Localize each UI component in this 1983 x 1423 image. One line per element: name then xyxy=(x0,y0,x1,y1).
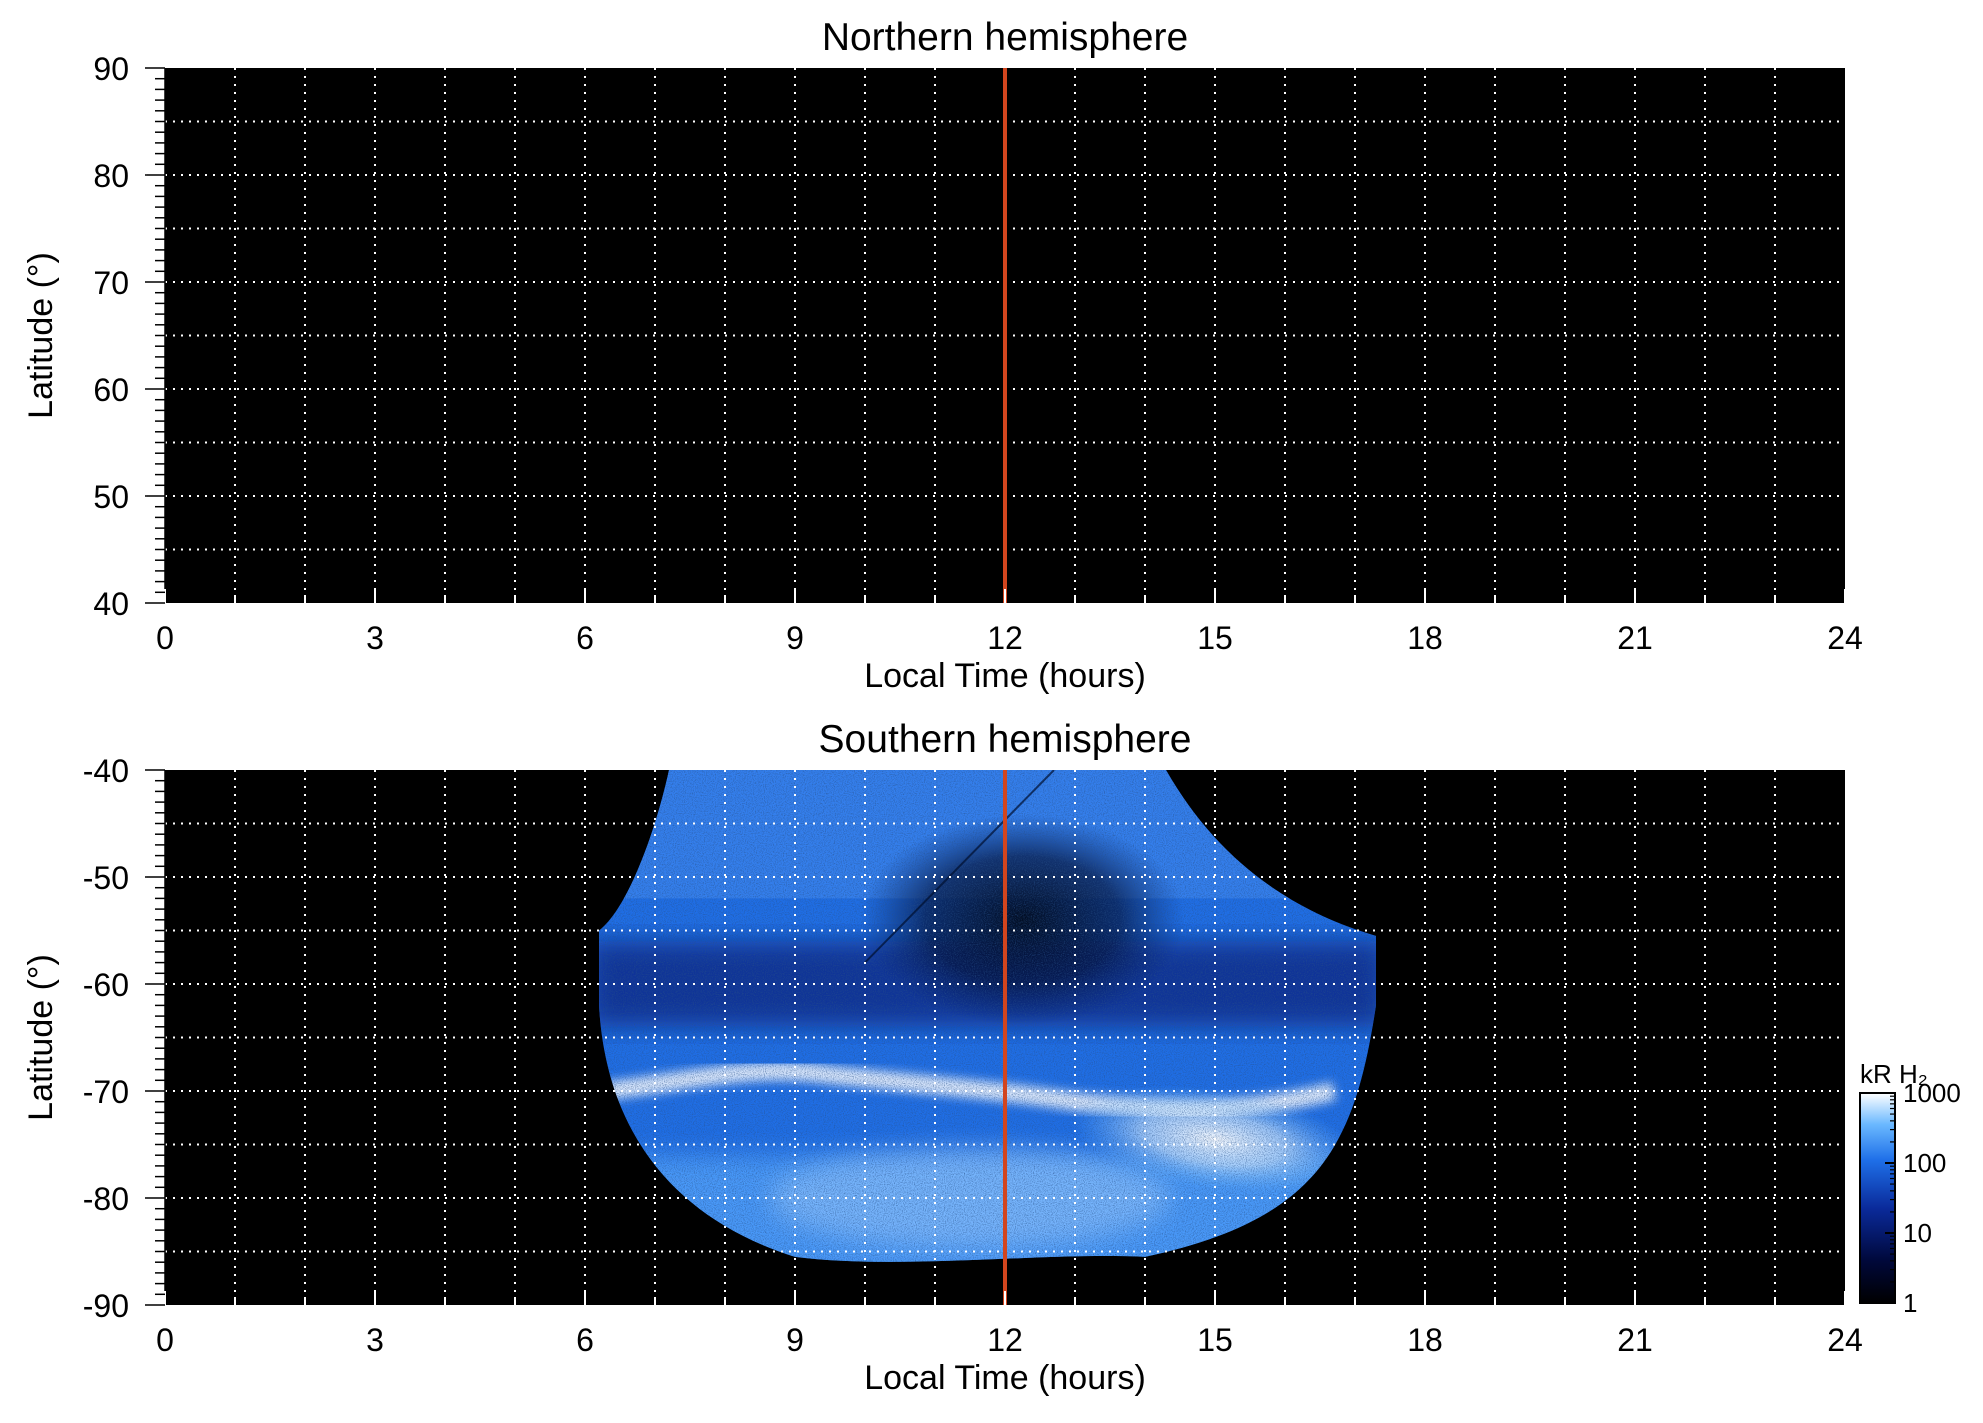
y-tick-label: -90 xyxy=(83,1288,129,1324)
colorbar: kR H₂ 1 10 100 1000 xyxy=(1859,1059,1961,1318)
x-tick-label: 24 xyxy=(1827,620,1863,656)
x-tick-label: 21 xyxy=(1617,1322,1653,1358)
y-tick-label: 90 xyxy=(93,51,129,87)
y-tick-label: -60 xyxy=(83,967,129,1003)
x-tick-label: 12 xyxy=(987,1322,1023,1358)
x-tick-label: 9 xyxy=(786,1322,804,1358)
y-tick-label: 40 xyxy=(93,586,129,622)
x-tick-label: 0 xyxy=(156,1322,174,1358)
x-tick-label: 6 xyxy=(576,1322,594,1358)
y-axis-label: Latitude (°) xyxy=(22,954,60,1121)
y-tick-label: -40 xyxy=(83,753,129,789)
x-tick-label: 18 xyxy=(1407,1322,1443,1358)
axes: 0 3 6 9 12 15 18 21 24 -40 -50 -60 -70 -80 -90 xyxy=(83,753,1863,1358)
colorbar-tick-label: 10 xyxy=(1903,1218,1932,1248)
y-tick-label: 50 xyxy=(93,479,129,515)
x-tick-label: 15 xyxy=(1197,620,1233,656)
colorbar-gradient xyxy=(1859,1092,1896,1304)
x-tick-label: 3 xyxy=(366,620,384,656)
x-axis-label: Local Time (hours) xyxy=(864,1359,1146,1397)
x-tick-label: 24 xyxy=(1827,1322,1863,1358)
northern-hemisphere-panel: 0 3 6 9 12 15 18 21 24 40 50 60 70 80 90 Northern hemi… xyxy=(22,16,1863,695)
x-tick-label: 3 xyxy=(366,1322,384,1358)
x-tick-label: 9 xyxy=(786,620,804,656)
chart-title: Southern hemisphere xyxy=(819,718,1192,761)
chart-title: Northern hemisphere xyxy=(822,16,1188,59)
southern-hemisphere-panel: 0 3 6 9 12 15 18 21 24 -40 -50 -60 -70 -80 -90 Souther… xyxy=(22,718,1863,1397)
x-tick-label: 15 xyxy=(1197,1322,1233,1358)
colorbar-tick-label: 1 xyxy=(1903,1288,1917,1318)
y-tick-label: -50 xyxy=(83,860,129,896)
x-axis-label: Local Time (hours) xyxy=(864,657,1146,695)
y-axis-label: Latitude (°) xyxy=(22,252,60,419)
colorbar-ticks: 1 10 100 1000 xyxy=(1885,1078,1961,1318)
colorbar-label: kR H₂ xyxy=(1860,1059,1928,1089)
y-tick-label: -80 xyxy=(83,1181,129,1217)
x-tick-label: 12 xyxy=(987,620,1023,656)
y-tick-label: -70 xyxy=(83,1074,129,1110)
y-tick-label: 60 xyxy=(93,372,129,408)
colorbar-tick-label: 1000 xyxy=(1903,1078,1961,1108)
colorbar-tick-label: 100 xyxy=(1903,1148,1946,1178)
x-tick-label: 18 xyxy=(1407,620,1443,656)
y-tick-label: 80 xyxy=(93,158,129,194)
x-tick-label: 21 xyxy=(1617,620,1653,656)
x-tick-label: 6 xyxy=(576,620,594,656)
y-tick-label: 70 xyxy=(93,265,129,301)
x-tick-label: 0 xyxy=(156,620,174,656)
axes: 0 3 6 9 12 15 18 21 24 40 50 60 70 80 90 xyxy=(93,51,1862,656)
